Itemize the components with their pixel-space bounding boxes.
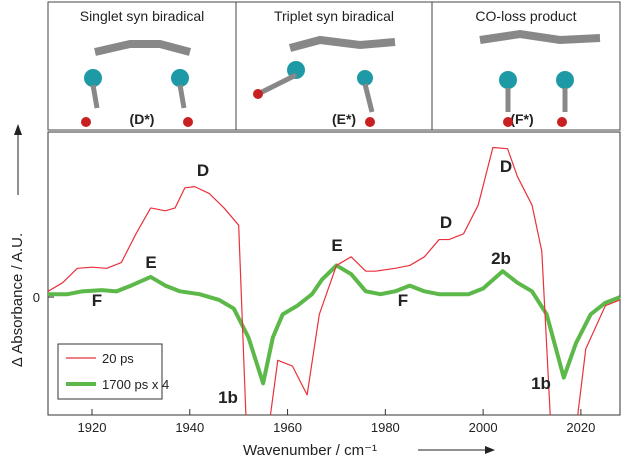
figure: Singlet syn biradical Triplet syn biradi… — [0, 0, 621, 462]
annotation: 1b — [218, 388, 238, 407]
annotation: E — [145, 253, 156, 272]
x-tick-label: 1920 — [78, 420, 107, 435]
panel-label: (F*) — [510, 111, 533, 127]
legend-label: 1700 ps x 4 — [102, 377, 169, 392]
annotation: E — [331, 236, 342, 255]
annotation: 1b — [531, 374, 551, 393]
panel-label: (E*) — [332, 111, 356, 127]
x-tick-label: 1940 — [175, 420, 204, 435]
annotation: F — [92, 291, 102, 310]
annotation: D — [500, 157, 512, 176]
x-tick-label: 2020 — [566, 420, 595, 435]
annotation: D — [197, 161, 209, 180]
legend-label: 20 ps — [102, 351, 134, 366]
panel-title: Singlet syn biradical — [80, 8, 205, 24]
annotation: D — [440, 213, 452, 232]
axis-arrow-head — [14, 124, 22, 135]
x-tick-label: 1960 — [273, 420, 302, 435]
y-tick-label: 0 — [33, 290, 40, 305]
panel-title: CO-loss product — [475, 8, 576, 24]
panel-title: Triplet syn biradical — [274, 8, 394, 24]
annotation: 2b — [491, 249, 511, 268]
x-tick-label: 2000 — [469, 420, 498, 435]
molecule — [253, 40, 395, 127]
axis-arrow-head — [485, 446, 495, 454]
x-axis-label: Wavenumber / cm⁻¹ — [243, 442, 377, 459]
molecule — [480, 34, 600, 127]
y-axis-label: Δ Absorbance / A.U. — [9, 233, 26, 367]
panel-label: (D*) — [130, 111, 155, 127]
x-tick-label: 1980 — [371, 420, 400, 435]
annotation: F — [398, 291, 408, 310]
